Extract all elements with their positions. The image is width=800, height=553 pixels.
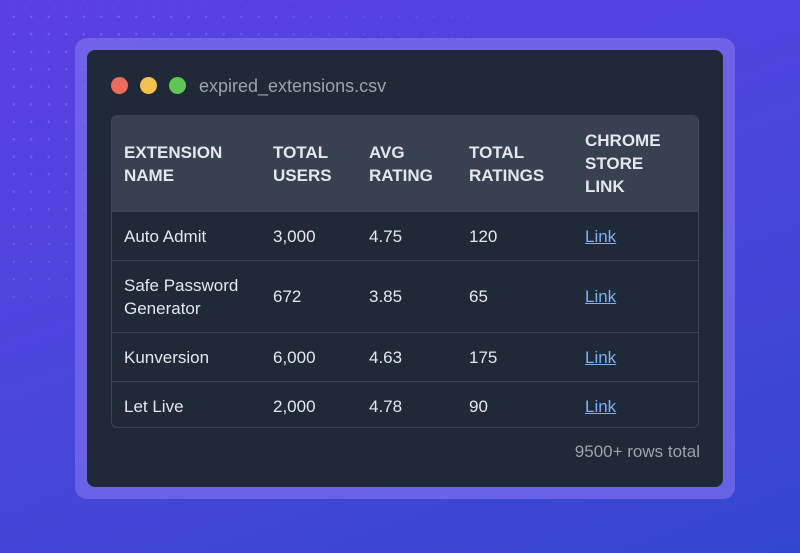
chrome-store-link[interactable]: Link	[585, 347, 617, 367]
cell-chrome-store-link: Link	[573, 260, 698, 333]
cell-text: 4.63	[369, 347, 403, 367]
cell-text: Safe Password Generator	[124, 275, 239, 318]
cell-total-ratings: 65	[457, 260, 573, 333]
table-row: Let Live 2,000 4.78 90 Link	[112, 381, 698, 427]
header-extension-name: EXTENSION NAME	[112, 116, 261, 212]
cell-avg-rating: 4.63	[357, 332, 457, 382]
cell-text: 672	[273, 287, 302, 306]
maximize-window-button[interactable]	[169, 77, 186, 94]
header-label: AVG RATING	[369, 142, 433, 185]
header-label: EXTENSION NAME	[124, 142, 223, 185]
cell-extension-name: Safe Password Generator	[112, 260, 261, 333]
table-header-row: EXTENSION NAME TOTAL USERS AVG RATING TO…	[112, 116, 698, 212]
cell-text: 4.78	[369, 396, 403, 416]
csv-window: expired_extensions.csv EXTENSION NAME TO…	[87, 50, 723, 487]
cell-total-ratings: 120	[457, 211, 573, 261]
window-title: expired_extensions.csv	[199, 76, 387, 96]
close-window-button[interactable]	[111, 77, 128, 94]
cell-text: 6,000	[273, 347, 316, 367]
cell-text: 120	[469, 226, 498, 246]
cell-text: Auto Admit	[124, 226, 207, 246]
cell-chrome-store-link: Link	[573, 381, 698, 427]
header-label: TOTAL RATINGS	[469, 142, 545, 185]
header-total-users: TOTAL USERS	[261, 116, 357, 212]
header-label: TOTAL USERS	[273, 142, 332, 185]
minimize-window-button[interactable]	[140, 77, 157, 94]
data-table: EXTENSION NAME TOTAL USERS AVG RATING TO…	[111, 115, 699, 428]
cell-extension-name: Let Live	[112, 381, 261, 427]
cell-chrome-store-link: Link	[573, 211, 698, 261]
cell-avg-rating: 4.78	[357, 381, 457, 427]
chrome-store-link[interactable]: Link	[585, 287, 617, 306]
cell-text: 2,000	[273, 396, 316, 416]
chrome-store-link[interactable]: Link	[585, 226, 617, 246]
cell-total-ratings: 175	[457, 332, 573, 382]
header-chrome-store-link: CHROME STORE LINK	[573, 116, 698, 212]
cell-chrome-store-link: Link	[573, 332, 698, 382]
cell-text: 4.75	[369, 226, 403, 246]
cell-text: Kunversion	[124, 347, 210, 367]
row-count: 9500+ rows total	[574, 442, 700, 461]
cell-total-users: 6,000	[261, 332, 357, 382]
cell-total-ratings: 90	[457, 381, 573, 427]
cell-text: 175	[469, 347, 498, 367]
cell-avg-rating: 4.75	[357, 211, 457, 261]
cell-text: Let Live	[124, 396, 184, 416]
header-avg-rating: AVG RATING	[357, 116, 457, 212]
cell-extension-name: Kunversion	[112, 332, 261, 382]
cell-total-users: 672	[261, 260, 357, 333]
table-row: Safe Password Generator 672 3.85 65 Link	[112, 260, 698, 333]
header-total-ratings: TOTAL RATINGS	[457, 116, 573, 212]
table-row: Auto Admit 3,000 4.75 120 Link	[112, 211, 698, 261]
chrome-store-link[interactable]: Link	[585, 396, 617, 416]
cell-extension-name: Auto Admit	[112, 211, 261, 261]
cell-text: 3.85	[369, 287, 403, 306]
cell-text: 65	[469, 287, 488, 306]
cell-text: 3,000	[273, 226, 316, 246]
cell-avg-rating: 3.85	[357, 260, 457, 333]
cell-total-users: 2,000	[261, 381, 357, 427]
cell-total-users: 3,000	[261, 211, 357, 261]
table-row: Kunversion 6,000 4.63 175 Link	[112, 332, 698, 382]
cell-text: 90	[469, 396, 488, 416]
header-label: CHROME STORE LINK	[585, 131, 661, 196]
